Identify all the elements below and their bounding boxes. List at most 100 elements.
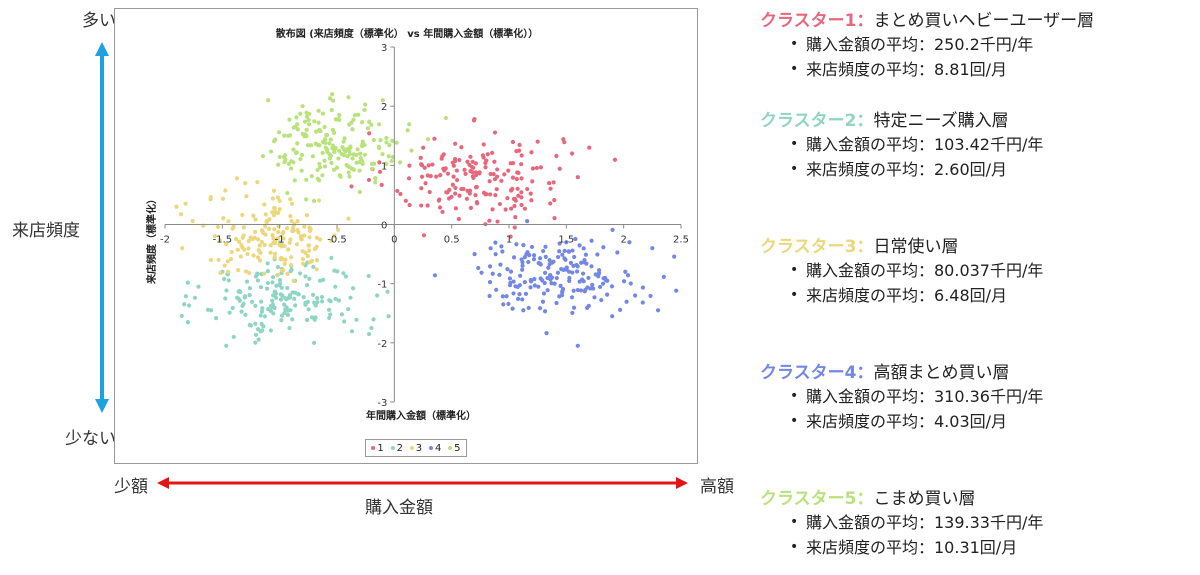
point-series-1: [548, 201, 553, 206]
point-series-2: [261, 324, 266, 329]
point-series-4: [501, 302, 506, 307]
point-series-5: [378, 138, 383, 143]
point-series-4: [541, 291, 547, 296]
point-series-4: [528, 285, 533, 290]
point-series-1: [395, 188, 400, 194]
point-series-1: [587, 145, 592, 150]
point-series-5: [330, 127, 336, 133]
point-series-4: [542, 270, 548, 275]
point-series-5: [306, 122, 312, 127]
point-series-1: [480, 153, 485, 158]
point-series-1: [377, 169, 383, 174]
point-series-5: [298, 111, 303, 116]
point-series-3: [314, 235, 320, 240]
point-series-4: [558, 283, 563, 288]
y-axis-label: 来店頻度（標準化）: [145, 194, 158, 285]
point-series-3: [277, 242, 282, 248]
point-series-4: [526, 259, 531, 265]
legend-item-1: 1: [371, 442, 384, 454]
point-series-5: [387, 143, 392, 148]
point-series-1: [398, 191, 403, 197]
point-series-2: [185, 320, 191, 325]
point-series-3: [221, 216, 226, 221]
point-series-1: [469, 164, 475, 170]
point-series-2: [271, 311, 276, 316]
point-series-5: [276, 162, 281, 167]
point-series-2: [285, 285, 290, 291]
point-series-5: [329, 160, 334, 166]
point-series-5: [312, 119, 317, 124]
point-series-2: [258, 313, 263, 318]
point-series-3: [238, 254, 243, 259]
point-series-3: [307, 260, 312, 265]
point-series-4: [536, 260, 541, 266]
point-series-3: [229, 249, 234, 255]
point-series-4: [599, 297, 604, 303]
point-series-5: [346, 95, 351, 100]
cluster-2-block: クラスター2：特定ニーズ購入層 購入金額の平均：103.42千円/年 来店頻度の…: [760, 110, 1200, 182]
point-series-3: [268, 250, 273, 255]
point-series-5: [304, 197, 309, 202]
point-series-1: [487, 218, 492, 223]
point-series-5: [288, 166, 294, 171]
point-series-3: [335, 227, 341, 232]
point-series-1: [457, 193, 462, 198]
point-series-1: [445, 190, 450, 195]
point-series-2: [270, 280, 275, 285]
point-series-2: [311, 340, 317, 345]
point-series-4: [601, 245, 606, 250]
point-series-4: [575, 264, 580, 269]
point-series-4: [519, 257, 524, 262]
point-series-3: [288, 214, 293, 219]
cluster-4-block: クラスター4：高額まとめ買い層 購入金額の平均：310.36千円/年 来店頻度の…: [760, 362, 1200, 434]
point-series-1: [419, 174, 425, 179]
point-series-4: [529, 244, 535, 250]
point-series-1: [406, 176, 412, 181]
y-tick-label: -3: [377, 398, 387, 409]
point-series-3: [256, 248, 261, 253]
point-series-3: [240, 212, 245, 218]
point-series-5: [345, 163, 350, 168]
point-series-4: [590, 282, 595, 287]
point-series-3: [183, 201, 188, 206]
point-series-5: [320, 173, 325, 178]
x-axis-title: 購入金額: [365, 498, 433, 518]
point-series-4: [493, 240, 498, 245]
point-series-3: [272, 205, 277, 211]
point-series-3: [275, 195, 281, 200]
point-series-5: [351, 117, 356, 122]
point-series-4: [517, 292, 522, 297]
legend-label: 1: [377, 442, 384, 454]
point-series-5: [343, 149, 348, 154]
point-series-1: [379, 182, 384, 187]
point-series-3: [272, 255, 277, 260]
point-series-5: [282, 153, 288, 158]
point-series-4: [511, 255, 517, 260]
point-series-2: [270, 275, 276, 280]
point-series-5: [362, 142, 367, 148]
point-series-1: [493, 193, 498, 198]
point-series-4: [507, 276, 513, 281]
y-axis-title: 来店頻度: [12, 221, 80, 241]
point-series-4: [633, 293, 638, 298]
point-series-5: [304, 127, 309, 132]
point-series-4: [566, 269, 572, 274]
point-series-4: [560, 252, 565, 257]
point-series-5: [377, 122, 382, 127]
point-series-2: [310, 292, 316, 297]
point-series-2: [307, 276, 312, 281]
scatter-plot: 散布図 (来店頻度（標準化） vs 年間購入金額（標準化）） -2 -1.5 -1 -…: [145, 27, 689, 422]
point-series-3: [346, 216, 351, 221]
point-series-5: [369, 166, 374, 172]
point-series-2: [278, 281, 283, 286]
point-series-1: [552, 197, 557, 203]
point-series-5: [300, 104, 305, 109]
cluster-3-title: クラスター3：日常使い層: [760, 236, 1200, 258]
point-series-5: [346, 170, 351, 175]
point-series-2: [343, 274, 349, 279]
point-series-2: [255, 278, 261, 283]
point-series-2: [262, 314, 268, 319]
point-series-2: [303, 274, 308, 279]
point-series-1: [511, 196, 517, 202]
point-series-5: [325, 132, 330, 138]
